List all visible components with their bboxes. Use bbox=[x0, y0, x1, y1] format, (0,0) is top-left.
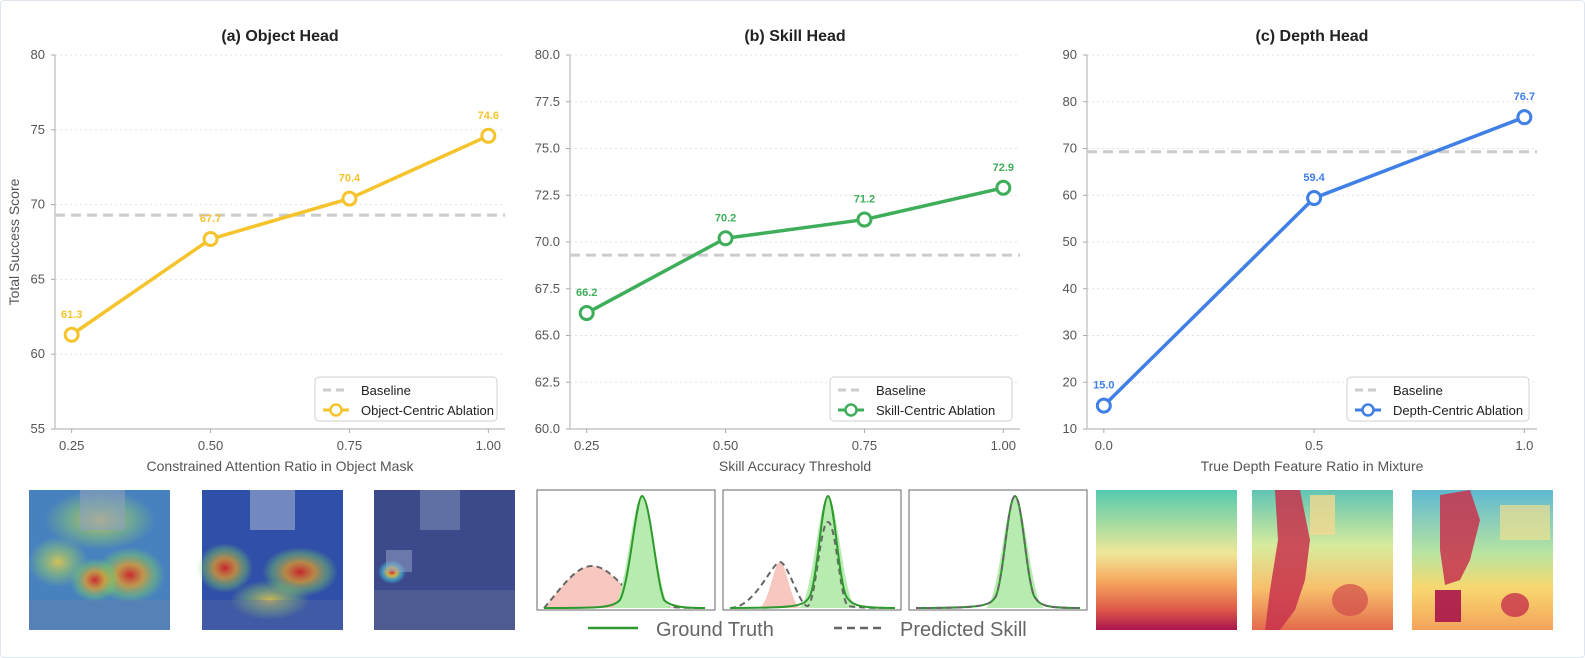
y-tick-label: 60.0 bbox=[535, 421, 560, 436]
data-point bbox=[202, 231, 219, 248]
y-tick-label: 80 bbox=[31, 47, 45, 62]
y-tick-label: 62.5 bbox=[535, 374, 560, 389]
depth-map-1 bbox=[1096, 490, 1237, 630]
legend-series-label: Skill-Centric Ablation bbox=[876, 403, 995, 418]
chart-title: (c) Depth Head bbox=[1256, 28, 1369, 45]
y-tick-label: 10 bbox=[1063, 421, 1077, 436]
chart-panel-3: (c) Depth Head 10 20 30 40 50 60 70 80 90 0.0 0.5 1.… bbox=[1063, 28, 1537, 474]
x-axis-label: Constrained Attention Ratio in Object Ma… bbox=[147, 458, 415, 474]
data-label: 71.2 bbox=[854, 194, 875, 206]
legend-series-marker bbox=[329, 403, 343, 417]
legend: Baseline Object-Centric Ablation bbox=[314, 376, 498, 422]
y-tick-label: 75.0 bbox=[535, 141, 560, 156]
x-tick-label: 0.0 bbox=[1095, 438, 1113, 453]
x-tick-label: 1.00 bbox=[476, 438, 501, 453]
legend-box bbox=[314, 376, 498, 422]
x-tick-label: 0.5 bbox=[1305, 438, 1323, 453]
y-tick-label: 60 bbox=[1063, 187, 1077, 202]
depth-map-2 bbox=[1252, 490, 1393, 630]
y-tick-label: 75 bbox=[31, 122, 45, 137]
y-tick-label: 80.0 bbox=[535, 47, 560, 62]
data-label: 66.2 bbox=[576, 287, 597, 299]
data-label: 76.7 bbox=[1514, 91, 1535, 103]
y-tick-label: 70.0 bbox=[535, 234, 560, 249]
legend-series-marker bbox=[844, 403, 858, 417]
data-point bbox=[995, 179, 1012, 196]
data-label: 59.4 bbox=[1303, 172, 1325, 184]
y-tick-label: 40 bbox=[1063, 281, 1077, 296]
legend-baseline-label: Baseline bbox=[876, 383, 926, 398]
y-tick-label: 80 bbox=[1063, 94, 1077, 109]
chart-title: (b) Skill Head bbox=[744, 28, 845, 45]
data-point bbox=[341, 190, 358, 207]
y-tick-label: 70 bbox=[1063, 141, 1077, 156]
x-tick-label: 0.25 bbox=[574, 438, 599, 453]
data-label: 61.3 bbox=[61, 309, 82, 321]
y-tick-label: 90 bbox=[1063, 47, 1077, 62]
y-tick-label: 50 bbox=[1063, 234, 1077, 249]
data-label: 72.9 bbox=[993, 162, 1014, 174]
y-tick-label: 55 bbox=[31, 421, 45, 436]
chart-panel-2: (b) Skill Head 60.0 62.5 65.0 67.5 70.0 72.5 75… bbox=[535, 28, 1020, 474]
x-axis-label: Skill Accuracy Threshold bbox=[719, 458, 871, 474]
x-tick-label: 0.75 bbox=[852, 438, 877, 453]
y-tick-label: 65 bbox=[31, 271, 45, 286]
data-point bbox=[717, 230, 734, 247]
predicted-skill-legend-label: Predicted Skill bbox=[900, 619, 1027, 641]
y-tick-label: 72.5 bbox=[535, 187, 560, 202]
x-tick-label: 0.25 bbox=[59, 438, 84, 453]
attention-map-1 bbox=[28, 490, 170, 630]
data-point bbox=[1516, 109, 1533, 126]
x-tick-label: 0.50 bbox=[713, 438, 738, 453]
y-axis-label: Total Success Score bbox=[6, 178, 22, 305]
x-axis-label: True Depth Feature Ratio in Mixture bbox=[1201, 458, 1424, 474]
data-label: 70.2 bbox=[715, 212, 736, 224]
series-line bbox=[585, 186, 1004, 315]
x-tick-label: 0.75 bbox=[337, 438, 362, 453]
legend-baseline-label: Baseline bbox=[1393, 383, 1443, 398]
y-tick-label: 30 bbox=[1063, 328, 1077, 343]
legend: Baseline Depth-Centric Ablation bbox=[1346, 376, 1530, 422]
skill-distribution-3 bbox=[908, 489, 1088, 611]
data-label: 15.0 bbox=[1093, 380, 1114, 392]
skill-distribution-2 bbox=[722, 489, 902, 611]
legend-series-marker bbox=[1361, 403, 1375, 417]
y-tick-label: 77.5 bbox=[535, 94, 560, 109]
legend-series-label: Depth-Centric Ablation bbox=[1393, 403, 1523, 418]
legend: Baseline Skill-Centric Ablation bbox=[829, 376, 1013, 422]
data-point bbox=[578, 305, 595, 322]
y-tick-label: 67.5 bbox=[535, 281, 560, 296]
legend-baseline-label: Baseline bbox=[361, 383, 411, 398]
legend-series-label: Object-Centric Ablation bbox=[361, 403, 494, 418]
data-point bbox=[480, 127, 497, 144]
x-tick-label: 1.0 bbox=[1515, 438, 1533, 453]
chart-title: (a) Object Head bbox=[221, 28, 338, 45]
data-label: 67.7 bbox=[200, 213, 221, 225]
data-point bbox=[856, 211, 873, 228]
legend-box bbox=[1346, 376, 1530, 422]
x-tick-label: 0.50 bbox=[198, 438, 223, 453]
x-tick-label: 1.00 bbox=[991, 438, 1016, 453]
depth-map-3 bbox=[1412, 490, 1553, 630]
y-tick-label: 20 bbox=[1063, 374, 1077, 389]
attention-map-2 bbox=[197, 490, 343, 630]
data-label: 70.4 bbox=[339, 173, 361, 185]
y-tick-label: 60 bbox=[31, 346, 45, 361]
data-label: 74.6 bbox=[478, 110, 499, 122]
series-line bbox=[1102, 115, 1526, 407]
data-point bbox=[1306, 190, 1323, 207]
chart-panel-1: (a) Object Head 55 60 65 70 75 80 0.25 0.50 0.75 1… bbox=[6, 28, 505, 474]
y-tick-label: 65.0 bbox=[535, 328, 560, 343]
y-tick-label: 70 bbox=[31, 197, 45, 212]
data-point bbox=[1095, 397, 1112, 414]
ground-truth-legend-label: Ground Truth bbox=[656, 619, 774, 641]
skill-distribution-1 bbox=[536, 489, 716, 611]
attention-map-3 bbox=[374, 490, 515, 630]
series-line bbox=[70, 134, 490, 337]
data-point bbox=[63, 326, 80, 343]
legend-box bbox=[829, 376, 1013, 422]
distribution-legend: Ground Truth Predicted Skill bbox=[588, 619, 1027, 641]
